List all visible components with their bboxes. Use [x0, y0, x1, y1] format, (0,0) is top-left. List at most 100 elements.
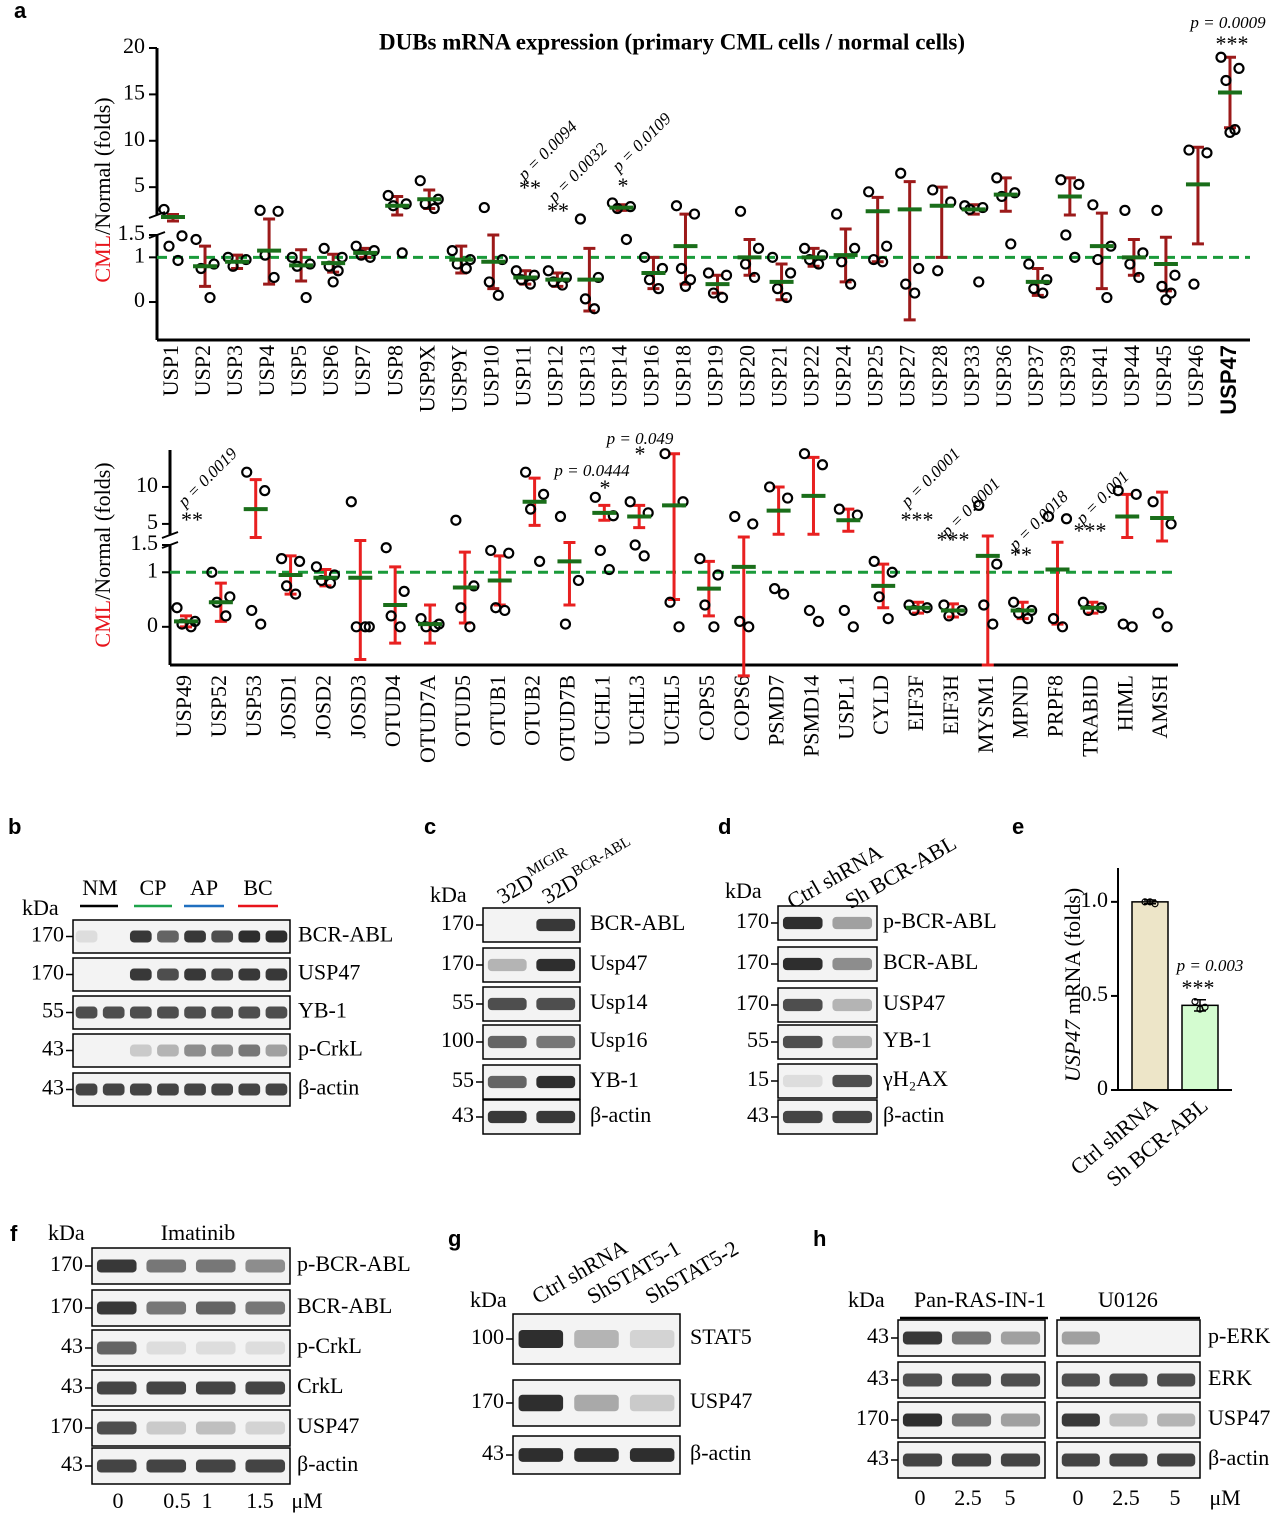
lane-label: 32DBCR-ABL [537, 834, 639, 908]
protein-label: BCR-ABL [297, 1293, 392, 1318]
x-tick-label: HIML [1112, 675, 1137, 731]
error-bar [904, 182, 916, 320]
blot-band [536, 919, 575, 931]
blot-band [211, 931, 233, 943]
protein-label: Usp14 [590, 989, 647, 1014]
data-point [1006, 239, 1015, 248]
blot-band [630, 1448, 675, 1462]
x-tick-label: USP12 [542, 345, 567, 407]
data-point [832, 210, 841, 219]
protein-label: USP47 [690, 1388, 752, 1413]
blot-band [536, 1111, 575, 1123]
panel-letter: d [718, 814, 731, 839]
data-point [882, 242, 891, 251]
protein-label: p-CrkL [298, 1036, 363, 1061]
x-tick-label: USP11 [510, 345, 535, 407]
blot-band [130, 969, 152, 981]
data-point [704, 268, 713, 277]
blot-band [903, 1414, 942, 1427]
data-point [1061, 231, 1070, 240]
size-marker: 43 [867, 1445, 889, 1470]
data-point [247, 606, 256, 615]
x-tick-label: USP41 [1087, 345, 1112, 407]
size-marker: 170 [50, 1251, 83, 1276]
y-tick-label: 0 [134, 287, 145, 312]
data-point [535, 557, 544, 566]
kda-label: kDa [48, 1220, 85, 1245]
data-point [896, 169, 905, 178]
dose-label: 1 [202, 1488, 213, 1513]
x-tick-label: USP45 [1151, 345, 1176, 407]
blot-band [832, 999, 872, 1011]
blot-band [574, 1330, 619, 1348]
data-point [400, 587, 409, 596]
blot-band [76, 1084, 98, 1096]
blot-band [952, 1374, 991, 1387]
blot-band [97, 1422, 137, 1435]
data-point [672, 201, 681, 210]
data-point [561, 620, 570, 629]
data-point [805, 606, 814, 615]
data-point [574, 576, 583, 585]
data-point [277, 554, 286, 563]
x-tick-label: USP20 [735, 345, 760, 407]
data-point [914, 264, 923, 273]
blot-band [238, 969, 260, 981]
x-tick-label: USP6 [318, 345, 343, 396]
blot-band [97, 1382, 137, 1395]
kda-label: kDa [848, 1287, 885, 1312]
significance: * [635, 441, 646, 466]
error-bar [738, 537, 750, 676]
size-marker: 55 [42, 998, 64, 1023]
data-point [396, 622, 405, 631]
significance: *** [937, 527, 970, 552]
protein-label: p-ERK [1208, 1323, 1270, 1348]
blot-band [783, 1036, 823, 1048]
data-point [480, 203, 489, 212]
data-point [521, 468, 530, 477]
blot-band [630, 1330, 675, 1348]
data-point [494, 291, 503, 300]
blot-band [952, 1454, 991, 1467]
size-marker: 170 [441, 910, 474, 935]
data-point [1152, 206, 1161, 215]
x-tick-label: USP25 [863, 345, 888, 407]
data-point [988, 620, 997, 629]
protein-label: YB-1 [298, 998, 347, 1023]
data-point [840, 606, 849, 615]
protein-label: Usp47 [590, 950, 647, 975]
blot-band [488, 1111, 527, 1123]
data-point [928, 185, 937, 194]
blot-band [245, 1260, 285, 1273]
data-point [695, 554, 704, 563]
blot-band [146, 1460, 186, 1473]
blot-band [1001, 1332, 1040, 1345]
y-axis-label: CML/Normal (folds) [90, 462, 115, 647]
size-marker: 43 [452, 1102, 474, 1127]
blot-band [157, 1007, 179, 1019]
error-bar [872, 197, 884, 261]
size-marker: 55 [747, 1027, 769, 1052]
y-tick-label: 15 [123, 79, 145, 104]
blot-band [97, 1460, 137, 1473]
data-point [770, 584, 779, 593]
blot-band [97, 1302, 137, 1315]
x-tick-label: USP39 [1055, 345, 1080, 407]
y-axis-label-part: /Normal (folds) [90, 97, 115, 234]
x-tick-label: OTUD5 [450, 675, 475, 747]
blot-band [266, 1084, 288, 1096]
blot-band [952, 1332, 991, 1345]
data-point [312, 562, 321, 571]
blot-band [832, 1036, 872, 1048]
data-point [631, 541, 640, 550]
x-tick-label: AMSH [1147, 675, 1172, 739]
blot-band [146, 1382, 186, 1395]
significance: ** [519, 175, 541, 200]
protein-label: YB-1 [883, 1027, 932, 1052]
blot-band [783, 1075, 823, 1087]
blot-band [1109, 1414, 1147, 1427]
data-point [1202, 148, 1211, 157]
p-value: p = 0.0009 [1189, 13, 1266, 32]
blot-band [245, 1382, 285, 1395]
panel-letter: f [10, 1221, 18, 1246]
